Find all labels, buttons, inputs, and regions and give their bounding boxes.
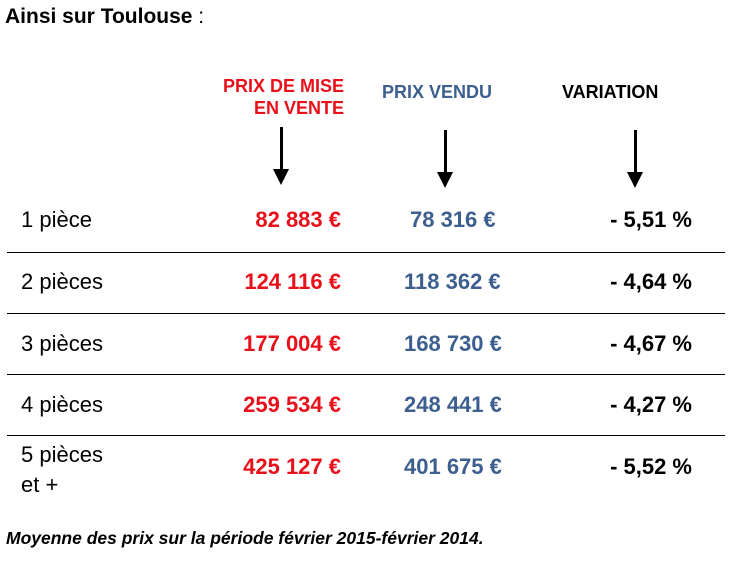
variation-value: - 4,67 %	[610, 331, 692, 356]
footnote: Moyenne des prix sur la période février …	[6, 528, 484, 548]
row-label: 3 pièces	[21, 331, 103, 356]
prix-vendu-value: 78 316 €	[410, 207, 496, 232]
prix-mise-value: 177 004 €	[243, 331, 341, 356]
row-divider	[7, 435, 725, 436]
row-divider	[7, 374, 725, 375]
prix-vendu-value: 248 441 €	[404, 392, 502, 417]
row-label-line2: et +	[21, 472, 59, 497]
variation-value: - 4,27 %	[610, 392, 692, 417]
prix-vendu-value: 401 675 €	[404, 454, 502, 479]
header-mise-line2: EN VENTE	[253, 98, 344, 118]
header-variation: VARIATION	[562, 82, 659, 102]
arrow-down-icon	[273, 127, 289, 185]
header-prix-vendu: PRIX VENDU	[382, 82, 493, 102]
row-divider	[7, 252, 725, 253]
prix-vendu-value: 168 730 €	[404, 331, 502, 356]
variation-value: - 5,51 %	[610, 207, 692, 232]
prix-mise-value: 259 534 €	[243, 392, 341, 417]
prix-mise-value: 124 116 €	[244, 269, 341, 294]
row-label: 5 pièces et +	[21, 440, 103, 500]
variation-value: - 5,52 %	[610, 454, 692, 479]
row-divider	[7, 313, 725, 314]
variation-value: - 4,64 %	[610, 269, 692, 294]
arrow-down-icon	[437, 130, 453, 188]
row-label: 4 pièces	[21, 392, 103, 417]
prix-mise-value: 82 883 €	[255, 207, 341, 232]
prix-mise-value: 425 127 €	[243, 454, 341, 479]
header-mise-line1: PRIX DE MISE	[222, 76, 344, 96]
page-title: Ainsi sur Toulouse :	[5, 5, 204, 29]
row-label: 1 pièce	[21, 207, 92, 232]
title-suffix: :	[192, 5, 205, 28]
row-label-line1: 5 pièces	[21, 442, 103, 467]
row-label: 2 pièces	[21, 269, 103, 294]
title-text: Ainsi sur Toulouse	[5, 5, 193, 28]
header-prix-mise-en-vente: PRIX DE MISE EN VENTE	[223, 75, 344, 119]
prix-vendu-value: 118 362 €	[404, 269, 501, 294]
arrow-down-icon	[627, 130, 643, 188]
